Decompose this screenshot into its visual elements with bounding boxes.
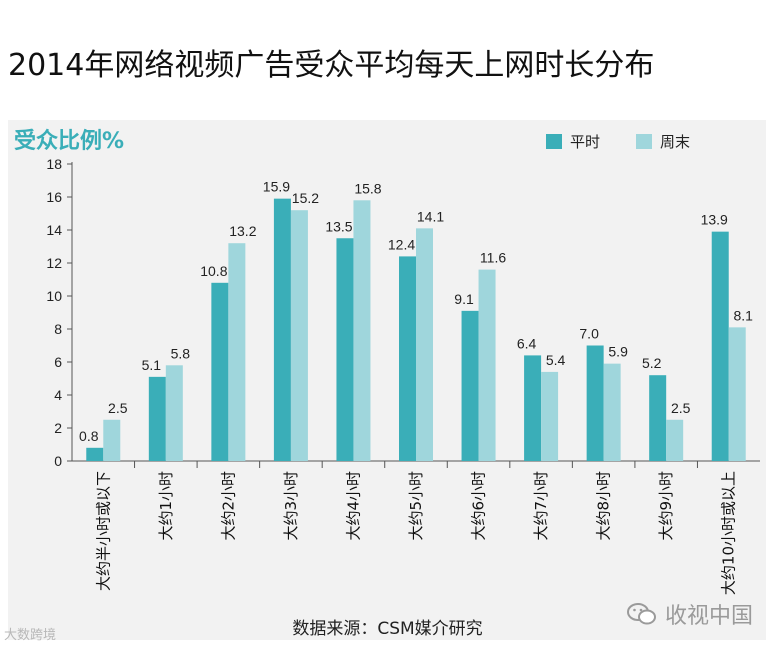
y-tick-label: 0	[54, 453, 62, 469]
y-tick-label: 8	[54, 321, 62, 337]
x-tick-label: 大约9小时	[657, 471, 675, 541]
bar-weekend	[728, 327, 746, 461]
data-label-weekend: 15.8	[354, 180, 381, 196]
page-title: 2014年网络视频广告受众平均每天上网时长分布	[8, 48, 655, 83]
x-tick-label: 大约2小时	[219, 471, 237, 541]
x-tick-label: 大约6小时	[470, 471, 488, 541]
watermark-right: 收视中国	[626, 598, 753, 630]
x-tick-label: 大约4小时	[344, 471, 362, 541]
y-tick-label: 6	[54, 354, 62, 370]
data-label-weekday: 13.5	[325, 218, 352, 234]
data-label-weekday: 13.9	[701, 212, 728, 228]
y-tick-label: 4	[54, 387, 62, 403]
data-label-weekday: 10.8	[200, 263, 227, 279]
bar-weekend	[416, 228, 433, 461]
legend-label-weekend: 周末	[660, 133, 690, 151]
data-label-weekday: 5.2	[642, 355, 662, 371]
data-label-weekend: 8.1	[733, 307, 753, 323]
x-tick-label: 大约7小时	[532, 471, 550, 541]
bar-weekday	[148, 376, 166, 461]
bar-weekend	[103, 419, 121, 461]
data-label-weekday: 5.1	[142, 357, 162, 373]
bar-weekend	[541, 371, 559, 461]
y-tick-label: 14	[46, 222, 62, 238]
data-label-weekend: 11.6	[480, 250, 506, 266]
y-tick-label: 2	[54, 420, 62, 436]
watermark-right-text: 收视中国	[664, 604, 753, 629]
bar-weekend	[165, 365, 183, 461]
data-label-weekend: 13.2	[229, 223, 256, 239]
bar-weekday	[524, 355, 542, 461]
data-label-weekend: 5.8	[171, 345, 191, 361]
bar-weekend	[228, 243, 246, 461]
x-tick-label: 大约1小时	[157, 471, 175, 541]
x-tick-label: 大约半小时或以下	[94, 471, 112, 591]
bar-weekend	[353, 200, 371, 462]
x-tick-label: 大约8小时	[595, 471, 613, 541]
data-source-note: 数据来源：CSM媒介研究	[292, 619, 483, 639]
data-label-weekday: 6.4	[517, 335, 537, 351]
legend-label-weekday: 平时	[570, 133, 600, 151]
legend-swatch-weekend	[636, 134, 652, 149]
bar-weekend	[603, 363, 621, 461]
data-label-weekend: 5.4	[546, 352, 566, 368]
bar-weekend	[478, 269, 496, 461]
bar-chart: 受众比例% 0 2 4 6 8 10 12 14 16 18 0.8 2.5 大约半小时或以下 5.1 5.8…	[14, 128, 760, 595]
y-tick-label: 18	[46, 156, 62, 172]
wechat-icon	[626, 603, 656, 625]
y-tick-label: 16	[46, 189, 62, 205]
data-label-weekend: 15.2	[292, 190, 319, 206]
chart-panel: 受众比例% 0 2 4 6 8 10 12 14 16 18 0.8 2.5 大约半小时或以下 5.1 5.8…	[8, 120, 766, 640]
bar-weekday	[336, 238, 354, 461]
y-tick-label: 10	[46, 288, 62, 304]
bar-weekday	[586, 345, 604, 461]
data-label-weekday: 12.4	[388, 236, 415, 252]
x-tick-label: 大约5小时	[407, 471, 425, 541]
data-label-weekend: 2.5	[671, 400, 691, 416]
bar-weekend	[666, 419, 684, 461]
bar-weekend	[290, 210, 308, 461]
bar-weekday	[649, 375, 667, 461]
watermark-left-text: 大数跨境	[4, 628, 57, 643]
x-tick-label: 大约3小时	[282, 471, 300, 541]
y-axis-title: 受众比例%	[14, 128, 124, 154]
bar-weekday	[399, 256, 416, 461]
legend-swatch-weekday	[546, 134, 562, 149]
data-label-weekday: 15.9	[263, 179, 290, 195]
bar-weekday	[461, 310, 479, 461]
data-label-weekday: 0.8	[79, 428, 99, 444]
bar-weekday	[711, 231, 729, 461]
data-label-weekday: 9.1	[454, 291, 474, 307]
bar-weekday	[86, 447, 104, 461]
data-label-weekend: 14.1	[417, 208, 444, 224]
data-label-weekend: 5.9	[608, 344, 628, 360]
watermark-left: 大数跨境	[4, 624, 56, 643]
bar-weekday	[211, 282, 229, 461]
y-tick-label: 12	[46, 255, 62, 271]
bar-weekday	[273, 198, 291, 461]
x-tick-label: 大约10小时或以上	[720, 471, 738, 595]
data-label-weekend: 2.5	[108, 400, 128, 416]
data-label-weekday: 7.0	[579, 326, 599, 342]
